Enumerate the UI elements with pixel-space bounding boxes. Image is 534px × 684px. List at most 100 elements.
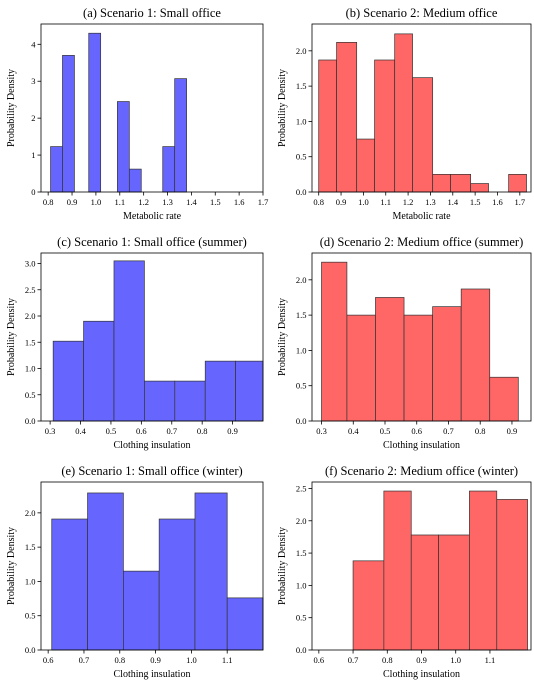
chart-5-xlabel: Clothing insulation	[383, 669, 460, 680]
chart-2-ytick-label-2: 1.0	[25, 364, 36, 374]
chart-5-title: (f) Scenario 2: Medium office (winter)	[325, 464, 518, 478]
chart-1-xtick-label-7: 1.5	[470, 197, 481, 207]
chart-0-bar-4	[128, 168, 142, 193]
chart-2-ylabel: Probability Density	[6, 298, 17, 376]
chart-1-ytick-label-1: 0.5	[296, 152, 307, 162]
chart-2-xtick-label-2: 0.5	[106, 426, 117, 436]
chart-2-bar-4	[174, 380, 206, 422]
chart-2-xtick-label-4: 0.7	[166, 426, 177, 436]
chart-0-xtick-label-0: 0.8	[43, 197, 54, 207]
chart-4-panel: 0.6 0.7 0.8 0.9 1.0 1.1 0.0 0.5 1.0 1.5 2.0 (e) Sce…	[6, 464, 264, 680]
chart-5-ytick-label-3: 1.5	[296, 548, 307, 558]
chart-0-xtick-label-5: 1.3	[162, 197, 173, 207]
chart-5-bar-1	[383, 490, 412, 651]
chart-0-bar-2	[88, 32, 102, 193]
chart-2-xlabel: Clothing insulation	[114, 440, 191, 451]
chart-2-xtick-label-0: 0.3	[45, 426, 56, 436]
chart-1-bar-2	[356, 138, 375, 193]
chart-2-panel: 0.3 0.4 0.5 0.6 0.7 0.8 0.9 0.0 0.5 1.0 1.5 2.0 2.5 3…	[6, 235, 264, 451]
chart-2-xtick-label-5: 0.8	[197, 426, 208, 436]
chart-3-ytick-label-3: 1.5	[296, 310, 307, 320]
chart-3-xtick-label-6: 0.9	[507, 426, 518, 436]
chart-0-ytick-label-2: 2	[31, 113, 35, 123]
chart-0-bar-1	[62, 55, 75, 193]
chart-4-bar-5	[226, 597, 264, 651]
chart-0-ytick-label-3: 3	[31, 76, 35, 86]
chart-1-ytick-label-3: 1.5	[296, 81, 307, 91]
chart-4-ylabel: Probability Density	[6, 527, 17, 605]
chart-4-xtick-label-5: 1.1	[222, 655, 233, 665]
chart-4-xlabel: Clothing insulation	[114, 669, 191, 680]
chart-3-bar-0	[321, 261, 348, 422]
chart-4-ytick-label-1: 0.5	[25, 611, 36, 621]
chart-0-bar-0	[50, 146, 63, 193]
chart-4-bar-2	[123, 570, 160, 651]
chart-2-ytick-label-0: 0.0	[25, 416, 36, 426]
chart-0-xtick-label-2: 1.0	[91, 197, 102, 207]
chart-5-xtick-label-0: 0.6	[314, 655, 325, 665]
chart-3-bar-5	[460, 288, 491, 422]
chart-1-bar-6	[432, 174, 451, 193]
chart-3-ytick-label-2: 1.0	[296, 345, 307, 355]
chart-4-ytick-label-3: 1.5	[25, 542, 36, 552]
chart-1-bar-3	[374, 59, 396, 193]
chart-3-bar-4	[432, 306, 462, 422]
chart-1-xtick-label-4: 1.2	[403, 197, 414, 207]
chart-1-bar-0	[318, 59, 337, 193]
chart-0-panel: 0.8 0.9 1.0 1.1 1.2 1.3 1.4 1.5 1.6 1.7 0 1 2 3 4 (a) S…	[6, 6, 268, 222]
chart-5-panel: 0.6 0.7 0.8 0.9 1.0 1.1 0.0 0.5 1.0 1.5 2.0 2.5 (f) …	[277, 464, 532, 680]
chart-4-bar-0	[51, 518, 88, 651]
chart-0-xtick-label-7: 1.5	[210, 197, 221, 207]
chart-0-bar-6	[174, 78, 187, 193]
chart-1-ylabel: Probability Density	[277, 69, 288, 147]
chart-1-xtick-label-2: 1.0	[358, 197, 369, 207]
chart-3-xlabel: Clothing insulation	[383, 440, 460, 451]
chart-4-xtick-label-4: 1.0	[186, 655, 197, 665]
chart-1-bar-4	[394, 33, 413, 193]
chart-3-xtick-label-2: 0.5	[380, 426, 391, 436]
chart-3-title: (d) Scenario 2: Medium office (summer)	[320, 235, 524, 249]
chart-2-title: (c) Scenario 1: Small office (summer)	[57, 235, 247, 249]
chart-0-xtick-label-9: 1.7	[258, 197, 269, 207]
chart-5-xtick-label-4: 1.0	[450, 655, 461, 665]
chart-2-ytick-label-6: 3.0	[25, 259, 36, 269]
chart-2-bar-3	[144, 380, 176, 422]
chart-4-bar-3	[158, 518, 196, 651]
chart-1-bar-1	[336, 42, 358, 193]
chart-4-title: (e) Scenario 1: Small office (winter)	[61, 464, 242, 478]
chart-1-ytick-label-4: 2.0	[296, 46, 307, 56]
chart-5-bar-0	[352, 560, 385, 651]
chart-3-bar-3	[403, 314, 433, 422]
chart-1-bar-9	[508, 174, 527, 193]
chart-0-title: (a) Scenario 1: Small office	[83, 6, 221, 20]
chart-1-xtick-label-6: 1.4	[447, 197, 458, 207]
chart-3-ytick-label-4: 2.0	[296, 275, 307, 285]
chart-2-ytick-label-4: 2.0	[25, 311, 36, 321]
chart-0-ytick-label-4: 4	[31, 39, 36, 49]
chart-5-ytick-label-4: 2.0	[296, 516, 307, 526]
chart-3-xtick-label-3: 0.6	[411, 426, 422, 436]
chart-5-xtick-label-2: 0.8	[382, 655, 393, 665]
chart-1-xtick-label-5: 1.3	[425, 197, 436, 207]
chart-1-xtick-label-9: 1.7	[515, 197, 526, 207]
chart-4-xtick-label-0: 0.6	[43, 655, 54, 665]
chart-0-bar-5	[162, 146, 176, 193]
chart-3-axes-frame	[311, 252, 532, 422]
chart-2-ytick-label-3: 1.5	[25, 337, 36, 347]
chart-3-bar-1	[346, 314, 376, 422]
chart-0-ylabel: Probability Density	[6, 69, 17, 147]
chart-3-xtick-label-0: 0.3	[316, 426, 327, 436]
chart-5-ylabel: Probability Density	[277, 527, 288, 605]
chart-0-ytick-label-1: 1	[31, 150, 35, 160]
chart-4-bar-1	[87, 492, 124, 651]
chart-2-bar-6	[235, 360, 264, 422]
chart-2-bar-2	[113, 260, 145, 422]
chart-1-xtick-label-8: 1.6	[492, 197, 503, 207]
chart-0-xtick-label-3: 1.1	[114, 197, 125, 207]
chart-0-xtick-label-4: 1.2	[138, 197, 149, 207]
chart-5-bar-2	[410, 534, 439, 651]
chart-2-xtick-label-6: 0.9	[227, 426, 238, 436]
chart-5-xtick-label-1: 0.7	[348, 655, 359, 665]
chart-1-bar-7	[450, 174, 472, 193]
